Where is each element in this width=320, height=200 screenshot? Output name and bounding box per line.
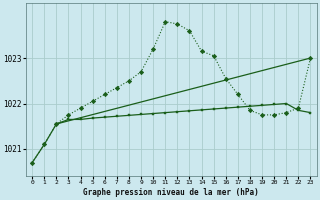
X-axis label: Graphe pression niveau de la mer (hPa): Graphe pression niveau de la mer (hPa) — [84, 188, 259, 197]
